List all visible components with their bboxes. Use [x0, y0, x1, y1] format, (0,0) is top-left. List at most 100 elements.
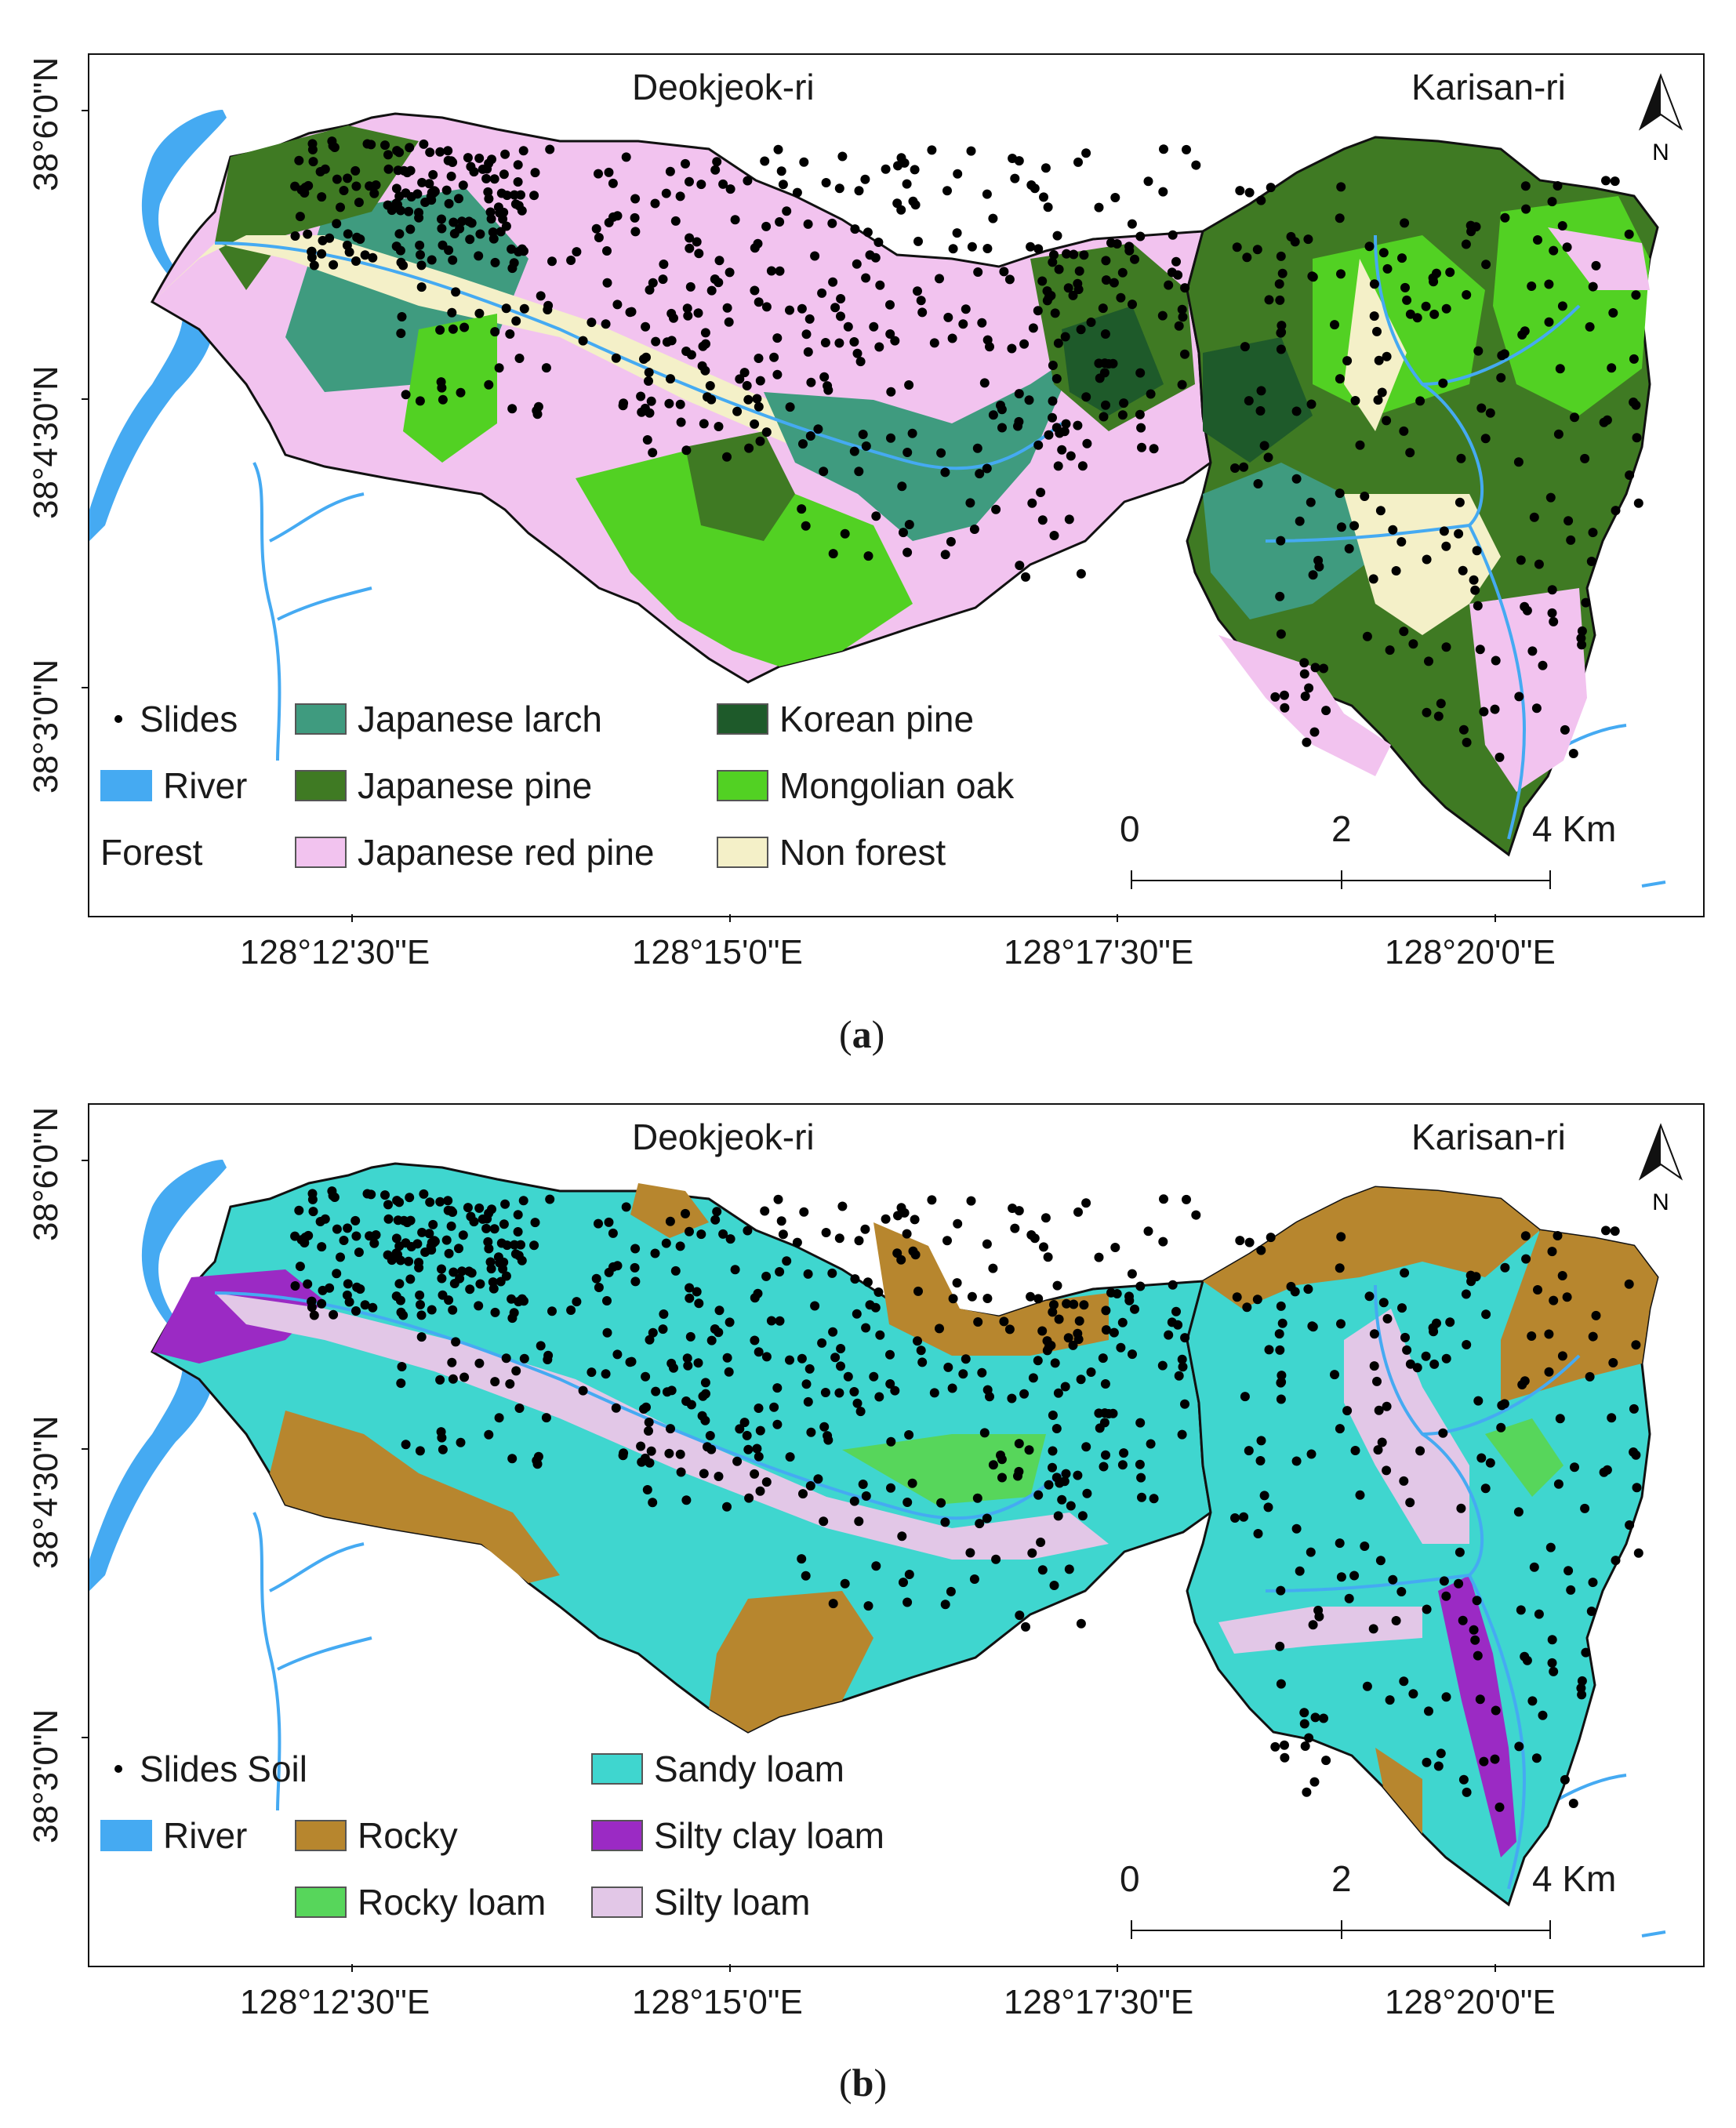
- slide-point: [1362, 1681, 1372, 1691]
- slide-point: [1033, 1356, 1043, 1366]
- soil-patch: [1485, 1418, 1563, 1497]
- slide-point: [1263, 1502, 1273, 1512]
- slide-point: [1051, 374, 1062, 383]
- slide-point: [1064, 514, 1074, 525]
- slide-point: [513, 1227, 523, 1236]
- slide-point: [1164, 1330, 1174, 1340]
- latitude-label: 38°6'0"N: [27, 1106, 65, 1241]
- slide-point: [474, 1301, 484, 1311]
- slide-point: [810, 251, 820, 261]
- soil-patch: [215, 1293, 1109, 1560]
- slide-point: [952, 228, 962, 238]
- soil-patch: [873, 1222, 1109, 1356]
- slide-point: [785, 1452, 795, 1462]
- slide-point: [863, 1277, 873, 1287]
- slide-point: [1081, 148, 1091, 158]
- slide-point: [907, 428, 917, 438]
- slide-point: [1253, 1529, 1263, 1538]
- slide-point: [1180, 283, 1190, 293]
- slide-point: [769, 352, 779, 362]
- slide-point: [1300, 1741, 1310, 1751]
- slide-point: [988, 213, 998, 223]
- stream: [214, 1291, 1063, 1520]
- legend-label: Japanese pine: [358, 765, 593, 806]
- slide-point: [670, 1266, 681, 1276]
- slide-point: [1350, 396, 1360, 405]
- slide-point: [511, 1366, 521, 1376]
- slide-point: [997, 405, 1007, 415]
- slide-point: [441, 1235, 452, 1245]
- slide-point: [1330, 320, 1339, 330]
- slide-point: [365, 181, 375, 191]
- slide-point: [1098, 303, 1108, 314]
- slide-point: [490, 257, 500, 267]
- slide-point: [1553, 1231, 1563, 1240]
- slide-point: [406, 1242, 416, 1251]
- slide-point: [837, 151, 848, 162]
- slide-point: [1004, 274, 1015, 285]
- slide-point: [532, 409, 543, 419]
- slide-point: [448, 255, 458, 265]
- slide-point: [1239, 462, 1249, 472]
- slide-point: [936, 1498, 946, 1508]
- slide-point: [318, 235, 328, 245]
- slide-point: [1458, 724, 1469, 735]
- slide-point: [843, 321, 853, 332]
- slide-point: [1342, 1406, 1353, 1416]
- scale-label: 4 Km: [1532, 808, 1617, 849]
- slide-point: [536, 291, 546, 301]
- slide-point: [1280, 690, 1289, 700]
- slide-point: [478, 164, 488, 174]
- slide-point: [1321, 706, 1331, 716]
- slide-point: [967, 241, 977, 252]
- slide-point: [997, 1473, 1007, 1483]
- slide-point: [1100, 329, 1110, 339]
- slide-point: [402, 168, 412, 178]
- slide-point: [1274, 279, 1284, 289]
- slide-point: [339, 186, 349, 195]
- slide-point: [861, 1491, 871, 1501]
- slide-point: [1149, 1494, 1159, 1504]
- slide-point: [1054, 1314, 1064, 1324]
- slide-point: [360, 250, 370, 260]
- slide-point: [1027, 498, 1037, 508]
- slide-point: [566, 256, 576, 265]
- slide-point: [903, 547, 913, 557]
- slide-point: [1135, 1418, 1146, 1428]
- slide-point: [532, 1459, 543, 1469]
- slide-point: [1400, 282, 1410, 292]
- slide-point: [448, 1305, 458, 1315]
- slide-point: [307, 144, 318, 154]
- slide-point: [1557, 301, 1567, 311]
- slide-point: [1438, 1428, 1448, 1438]
- slide-point: [1053, 338, 1063, 348]
- slide-point: [1026, 1291, 1036, 1302]
- slide-point: [351, 1306, 361, 1316]
- slide-point: [451, 1337, 461, 1347]
- slide-point: [437, 214, 446, 224]
- slide-point: [424, 179, 434, 189]
- slide-point: [861, 273, 871, 283]
- slide-point: [797, 1353, 807, 1364]
- slide-point: [1314, 1611, 1324, 1621]
- slide-point: [1632, 433, 1642, 443]
- slide-point: [320, 1214, 330, 1224]
- slide-point: [803, 1269, 813, 1279]
- scale-tick: [1549, 870, 1551, 889]
- slide-point: [368, 252, 378, 263]
- slide-point: [587, 318, 597, 328]
- slide-point: [696, 180, 706, 190]
- slide-point: [415, 240, 425, 250]
- slide-point: [510, 199, 521, 209]
- slide-point: [1308, 570, 1318, 580]
- slide-point: [982, 189, 992, 199]
- slide-point: [317, 249, 327, 259]
- slide-point: [481, 1223, 492, 1233]
- slide-point: [1106, 238, 1116, 248]
- slide-point: [1373, 1445, 1383, 1455]
- legend-item: Japanese larch: [295, 698, 602, 740]
- slide-point: [1336, 522, 1346, 532]
- slide-point: [885, 300, 895, 310]
- slide-point: [940, 467, 950, 478]
- slide-point: [1110, 193, 1120, 202]
